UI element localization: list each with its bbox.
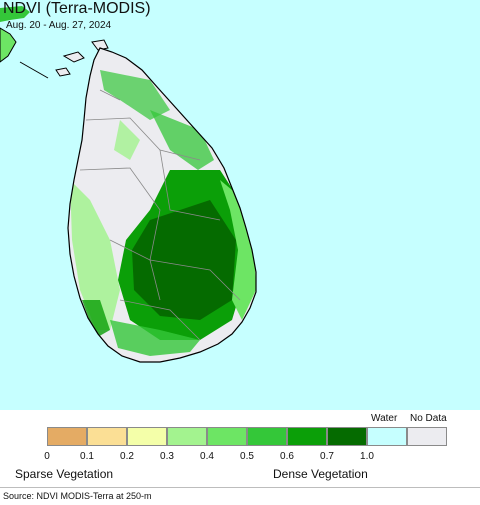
dense-vegetation-label: Dense Vegetation — [273, 467, 368, 481]
legend-swatch — [127, 427, 167, 446]
india-coast-strip — [0, 6, 30, 22]
legend-tick-label: 1.0 — [360, 451, 374, 462]
legend-tick-label: 0.4 — [200, 451, 214, 462]
date-range: Aug. 20 - Aug. 27, 2024 — [6, 20, 112, 31]
legend-swatch — [167, 427, 207, 446]
legend-swatch-water — [367, 427, 407, 446]
ndvi-map — [0, 0, 480, 410]
source-credit: Source: NDVI MODIS-Terra at 250-m — [3, 491, 152, 501]
legend-tick-label: 0 — [44, 451, 50, 462]
legend-swatch — [287, 427, 327, 446]
vegetation-layer — [70, 70, 256, 356]
legend-water-label: Water — [371, 413, 398, 424]
legend-tick-label: 0.1 — [80, 451, 94, 462]
map-title: NDVI (Terra-MODIS) — [3, 0, 151, 17]
india-coast-landmass — [0, 27, 17, 63]
legend-swatch — [87, 427, 127, 446]
legend-tick-label: 0.3 — [160, 451, 174, 462]
legend-tick-label: 0.7 — [320, 451, 334, 462]
jaffna-islands — [55, 39, 109, 77]
legend-swatch — [327, 427, 367, 446]
legend-tick-label: 0.6 — [280, 451, 294, 462]
district-boundaries — [79, 89, 241, 341]
legend-swatch-no-data — [407, 427, 447, 446]
adams-bridge-line — [19, 61, 49, 79]
footer-divider — [0, 487, 480, 488]
legend-swatch — [247, 427, 287, 446]
legend-swatch — [47, 427, 87, 446]
legend-tick-label: 0.5 — [240, 451, 254, 462]
sparse-vegetation-label: Sparse Vegetation — [15, 467, 114, 481]
legend-tick-label: 0.2 — [120, 451, 134, 462]
legend-swatch — [207, 427, 247, 446]
legend-no-data-label: No Data — [410, 413, 447, 424]
